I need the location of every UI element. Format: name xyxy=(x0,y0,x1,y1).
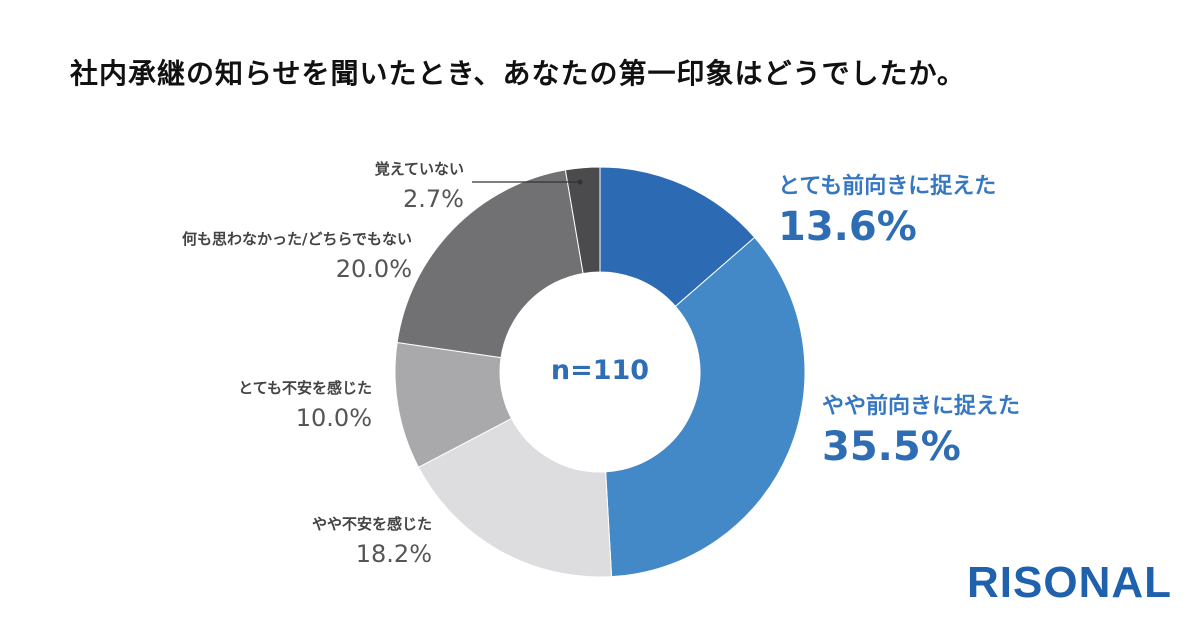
value-label: 20.0% xyxy=(335,255,412,283)
brand-logo: RISONAL xyxy=(967,558,1172,607)
label-somewhat-positive: やや前向きに捉えた 35.5% xyxy=(822,388,1020,470)
category-label: とても前向きに捉えた xyxy=(778,174,997,199)
donut-slice-4 xyxy=(396,169,584,359)
category-label: 覚えていない xyxy=(374,160,464,178)
label-very-positive: とても前向きに捉えた 13.6% xyxy=(778,168,996,250)
label-very-anxious: とても不安を感じた 10.0% xyxy=(238,377,372,432)
category-label: やや前向きに捉えた xyxy=(822,394,1021,419)
value-label: 18.2% xyxy=(355,540,432,568)
label-neutral: 何も思わなかった/どちらでもない 20.0% xyxy=(182,228,412,283)
donut-slice-2 xyxy=(417,417,613,578)
value-label: 2.7% xyxy=(403,185,464,213)
value-label: 35.5% xyxy=(822,424,961,470)
label-dont-remember: 覚えていない 2.7% xyxy=(375,158,464,213)
category-label: 何も思わなかった/どちらでもない xyxy=(181,230,412,248)
center-label: n=110 xyxy=(550,355,650,386)
category-label: やや不安を感じた xyxy=(311,515,432,533)
label-somewhat-anxious: やや不安を感じた 18.2% xyxy=(312,513,432,568)
category-label: とても不安を感じた xyxy=(238,379,372,397)
value-label: 13.6% xyxy=(778,204,917,250)
value-label: 10.0% xyxy=(295,404,372,432)
leader-dot xyxy=(577,179,583,185)
donut-slice-1 xyxy=(605,236,806,578)
donut-slice-5 xyxy=(564,166,601,275)
page-title: 社内承継の知らせを聞いたとき、あなたの第一印象はどうでしたか。 xyxy=(70,57,966,90)
